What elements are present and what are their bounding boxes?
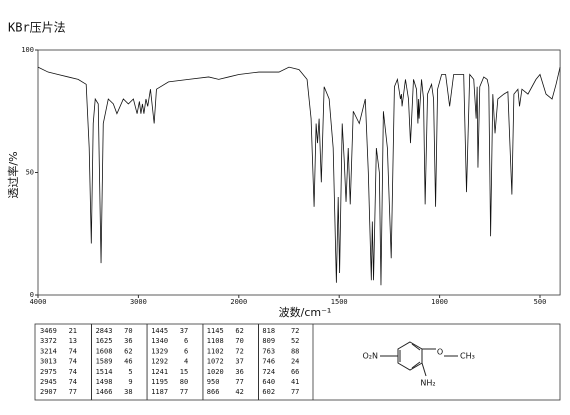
peak-transmittance: 9 xyxy=(128,378,132,386)
peak-wavenumber: 1608 xyxy=(96,347,113,355)
peak-wavenumber: 2907 xyxy=(40,388,57,396)
peak-transmittance: 74 xyxy=(69,347,77,355)
peak-wavenumber: 1292 xyxy=(151,358,168,366)
peak-wavenumber: 3469 xyxy=(40,327,57,335)
peak-wavenumber: 2945 xyxy=(40,378,57,386)
peak-wavenumber: 1514 xyxy=(96,368,113,376)
peak-transmittance: 77 xyxy=(180,388,188,396)
peak-wavenumber: 866 xyxy=(207,388,220,396)
peak-wavenumber: 1329 xyxy=(151,347,168,355)
nitro-group: O₂N xyxy=(363,352,379,361)
x-tick-label: 1500 xyxy=(331,298,348,306)
peak-transmittance: 74 xyxy=(69,368,77,376)
peak-transmittance: 42 xyxy=(235,388,243,396)
peak-wavenumber: 3214 xyxy=(40,347,57,355)
peak-transmittance: 36 xyxy=(124,337,132,345)
x-axis-label: 波数/cm⁻¹ xyxy=(279,306,332,319)
peak-wavenumber: 1195 xyxy=(151,378,168,386)
y-axis-label: 透过率/% xyxy=(6,151,20,198)
y-tick-label: 50 xyxy=(26,169,34,177)
peak-wavenumber: 818 xyxy=(262,327,275,335)
peak-transmittance: 74 xyxy=(69,378,77,386)
y-tick-label: 100 xyxy=(21,46,34,54)
peak-transmittance: 21 xyxy=(69,327,77,335)
peak-wavenumber: 602 xyxy=(262,388,275,396)
x-tick-label: 3000 xyxy=(130,298,147,306)
x-tick-label: 1000 xyxy=(431,298,448,306)
peak-transmittance: 62 xyxy=(124,347,132,355)
peak-wavenumber: 724 xyxy=(262,368,275,376)
peak-transmittance: 37 xyxy=(235,358,243,366)
peak-wavenumber: 1589 xyxy=(96,358,113,366)
peak-transmittance: 70 xyxy=(124,327,132,335)
peak-transmittance: 80 xyxy=(180,378,188,386)
peak-wavenumber: 1020 xyxy=(207,368,224,376)
peak-wavenumber: 763 xyxy=(262,347,275,355)
peak-wavenumber: 1187 xyxy=(151,388,168,396)
peak-transmittance: 36 xyxy=(235,368,243,376)
peak-wavenumber: 950 xyxy=(207,378,220,386)
x-tick-label: 4000 xyxy=(30,298,47,306)
peak-wavenumber: 809 xyxy=(262,337,275,345)
peak-transmittance: 13 xyxy=(69,337,77,345)
peak-wavenumber: 640 xyxy=(262,378,275,386)
peak-transmittance: 88 xyxy=(291,347,299,355)
peak-wavenumber: 1145 xyxy=(207,327,224,335)
x-tick-label: 500 xyxy=(534,298,547,306)
peak-transmittance: 46 xyxy=(124,358,132,366)
peak-transmittance: 70 xyxy=(235,337,243,345)
peak-transmittance: 77 xyxy=(69,388,77,396)
ether-oxygen: O xyxy=(437,348,443,357)
peak-wavenumber: 1466 xyxy=(96,388,113,396)
peak-wavenumber: 1340 xyxy=(151,337,168,345)
peak-wavenumber: 1108 xyxy=(207,337,224,345)
peak-transmittance: 37 xyxy=(180,327,188,335)
peak-wavenumber: 1102 xyxy=(207,347,224,355)
peak-transmittance: 15 xyxy=(180,368,188,376)
peak-transmittance: 77 xyxy=(235,378,243,386)
chart-title: KBr压片法 xyxy=(8,21,66,35)
plot-frame xyxy=(37,49,561,296)
peak-transmittance: 4 xyxy=(184,358,188,366)
peak-wavenumber: 1072 xyxy=(207,358,224,366)
peak-transmittance: 6 xyxy=(184,347,188,355)
structure-bonds xyxy=(380,341,458,377)
peak-transmittance: 5 xyxy=(128,368,132,376)
peak-transmittance: 24 xyxy=(291,358,299,366)
peak-transmittance: 41 xyxy=(291,378,299,386)
peak-wavenumber: 3372 xyxy=(40,337,57,345)
peak-transmittance: 66 xyxy=(291,368,299,376)
peak-transmittance: 74 xyxy=(69,358,77,366)
peak-transmittance: 38 xyxy=(124,388,132,396)
peak-wavenumber: 1241 xyxy=(151,368,168,376)
peak-wavenumber: 1445 xyxy=(151,327,168,335)
y-tick-label: 0 xyxy=(30,291,34,299)
peak-transmittance: 52 xyxy=(291,337,299,345)
peak-wavenumber: 1625 xyxy=(96,337,113,345)
peak-transmittance: 62 xyxy=(235,327,243,335)
peak-transmittance: 72 xyxy=(235,347,243,355)
peak-wavenumber: 746 xyxy=(262,358,275,366)
amine-group: NH₂ xyxy=(420,379,435,388)
peak-wavenumber: 2975 xyxy=(40,368,57,376)
peak-transmittance: 77 xyxy=(291,388,299,396)
peak-wavenumber: 2843 xyxy=(96,327,113,335)
peak-transmittance: 6 xyxy=(184,337,188,345)
peak-wavenumber: 3013 xyxy=(40,358,57,366)
peak-wavenumber: 1498 xyxy=(96,378,113,386)
methyl-group: CH₃ xyxy=(460,352,475,361)
peak-transmittance: 72 xyxy=(291,327,299,335)
x-tick-label: 2000 xyxy=(230,298,247,306)
spectrum-line xyxy=(37,66,561,286)
peak-table-frame xyxy=(34,323,561,401)
